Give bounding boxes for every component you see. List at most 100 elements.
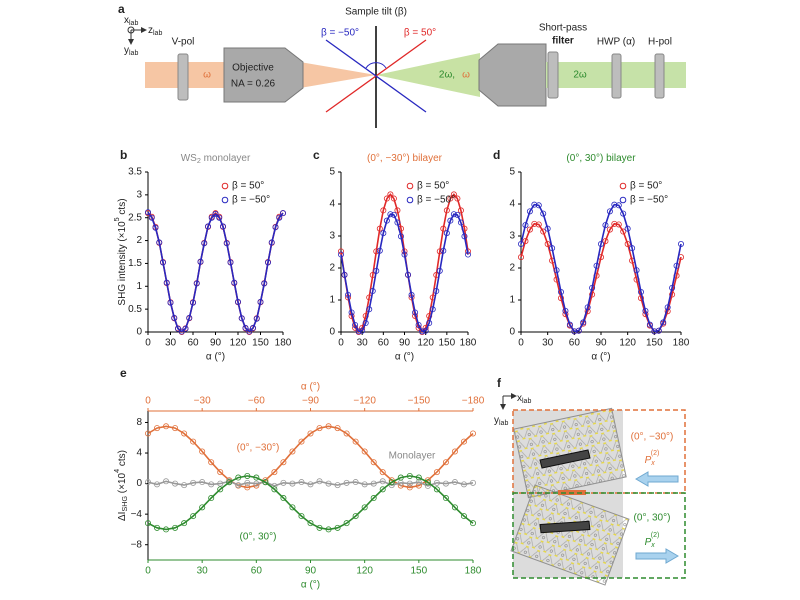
data-point — [405, 271, 412, 278]
data-point — [646, 321, 653, 328]
data-point — [190, 479, 197, 486]
data-point — [606, 226, 613, 233]
data-point — [669, 291, 676, 298]
data-point — [334, 482, 341, 489]
label: ω — [203, 70, 211, 81]
data-point — [163, 423, 170, 430]
x-tick-label: 30 — [542, 338, 554, 349]
data-point — [172, 524, 179, 531]
data-point — [227, 259, 234, 266]
data-point — [655, 327, 662, 334]
data-point — [387, 191, 394, 198]
y-tick-label: 3.5 — [128, 167, 142, 178]
data-point — [447, 217, 454, 224]
x2-tick-label: −120 — [353, 396, 376, 407]
text-part: (0°, −30°) bilayer — [367, 153, 443, 164]
data-point — [352, 513, 359, 520]
dipole-arrow — [539, 449, 591, 469]
data-point — [615, 202, 622, 209]
panel-f: f xlab ylab (0°, −30°) Px(2) (0°, 30°) P… — [494, 376, 686, 586]
data-point — [408, 291, 415, 298]
beam — [300, 62, 376, 88]
y-tick-label: 3 — [329, 231, 335, 242]
data-point — [325, 526, 332, 533]
data-point — [522, 222, 529, 229]
data-point — [226, 479, 233, 486]
legend-label: β = 50° — [232, 181, 264, 192]
data-point — [246, 328, 253, 335]
data-point — [602, 238, 609, 245]
data-point — [370, 459, 377, 466]
label: ω — [462, 70, 470, 81]
x-tick-label: 90 — [305, 566, 317, 577]
data-point — [436, 267, 443, 274]
series-line — [520, 203, 682, 333]
data-point — [190, 438, 197, 445]
data-point — [253, 474, 260, 481]
text-part: lab — [522, 398, 531, 405]
data-point — [387, 211, 394, 218]
text-part: P — [645, 455, 652, 466]
data-point — [457, 207, 464, 214]
data-point — [235, 482, 242, 489]
series-line — [147, 211, 284, 334]
polarizer — [177, 53, 189, 101]
data-point — [589, 291, 596, 298]
data-point — [242, 324, 249, 331]
x-tick-label: 0 — [338, 338, 344, 349]
text-part: x — [124, 15, 129, 26]
data-point — [433, 486, 440, 493]
data-point — [361, 504, 368, 511]
x-tick-label: 90 — [210, 338, 222, 349]
data-point — [553, 267, 560, 274]
data-point — [325, 480, 332, 487]
data-point — [571, 328, 578, 335]
data-point — [540, 228, 547, 235]
data-point — [450, 191, 457, 198]
annotation: Monolayer — [389, 451, 436, 462]
x2-tick-label: −90 — [302, 396, 319, 407]
data-point — [238, 315, 245, 322]
series-line — [147, 211, 284, 333]
legend-marker — [406, 196, 414, 204]
data-point — [433, 479, 440, 486]
x-tick-label: 180 — [275, 338, 292, 349]
data-point — [280, 479, 287, 486]
y-tick-label: 0 — [509, 327, 515, 338]
panel-label: b — [120, 148, 127, 162]
data-point — [383, 217, 390, 224]
series-line — [147, 475, 474, 531]
series-line — [147, 480, 474, 487]
data-point — [450, 211, 457, 218]
lattice — [510, 484, 630, 586]
panel-label: c — [313, 148, 320, 162]
data-point — [526, 226, 533, 233]
data-point — [235, 474, 242, 481]
data-point — [144, 430, 151, 437]
panel-label: f — [497, 376, 502, 390]
legend-marker — [619, 182, 627, 190]
y-tick-label: 2.5 — [128, 212, 142, 223]
data-point — [606, 208, 613, 215]
data-point — [566, 321, 573, 328]
data-point — [253, 315, 260, 322]
y-axis-title: ΔISHG (×104 cts) — [112, 450, 129, 521]
x-tick-label: 60 — [251, 566, 263, 577]
data-point — [390, 211, 397, 218]
label: (0°, −30°) — [631, 432, 674, 443]
data-point — [394, 207, 401, 214]
y-tick-label: 1 — [136, 281, 142, 292]
data-point — [271, 469, 278, 476]
data-point — [406, 472, 413, 479]
y-tick-label: 4 — [329, 199, 335, 210]
data-point — [611, 201, 618, 208]
data-point — [370, 495, 377, 502]
data-point — [562, 307, 569, 314]
data-point — [366, 306, 373, 313]
x-tick-label: 60 — [187, 338, 199, 349]
y-tick-label: 1 — [329, 295, 335, 306]
data-point — [208, 495, 215, 502]
data-point — [629, 245, 636, 252]
x2-tick-label: −60 — [248, 396, 265, 407]
y-tick-label: 0.5 — [128, 304, 142, 315]
